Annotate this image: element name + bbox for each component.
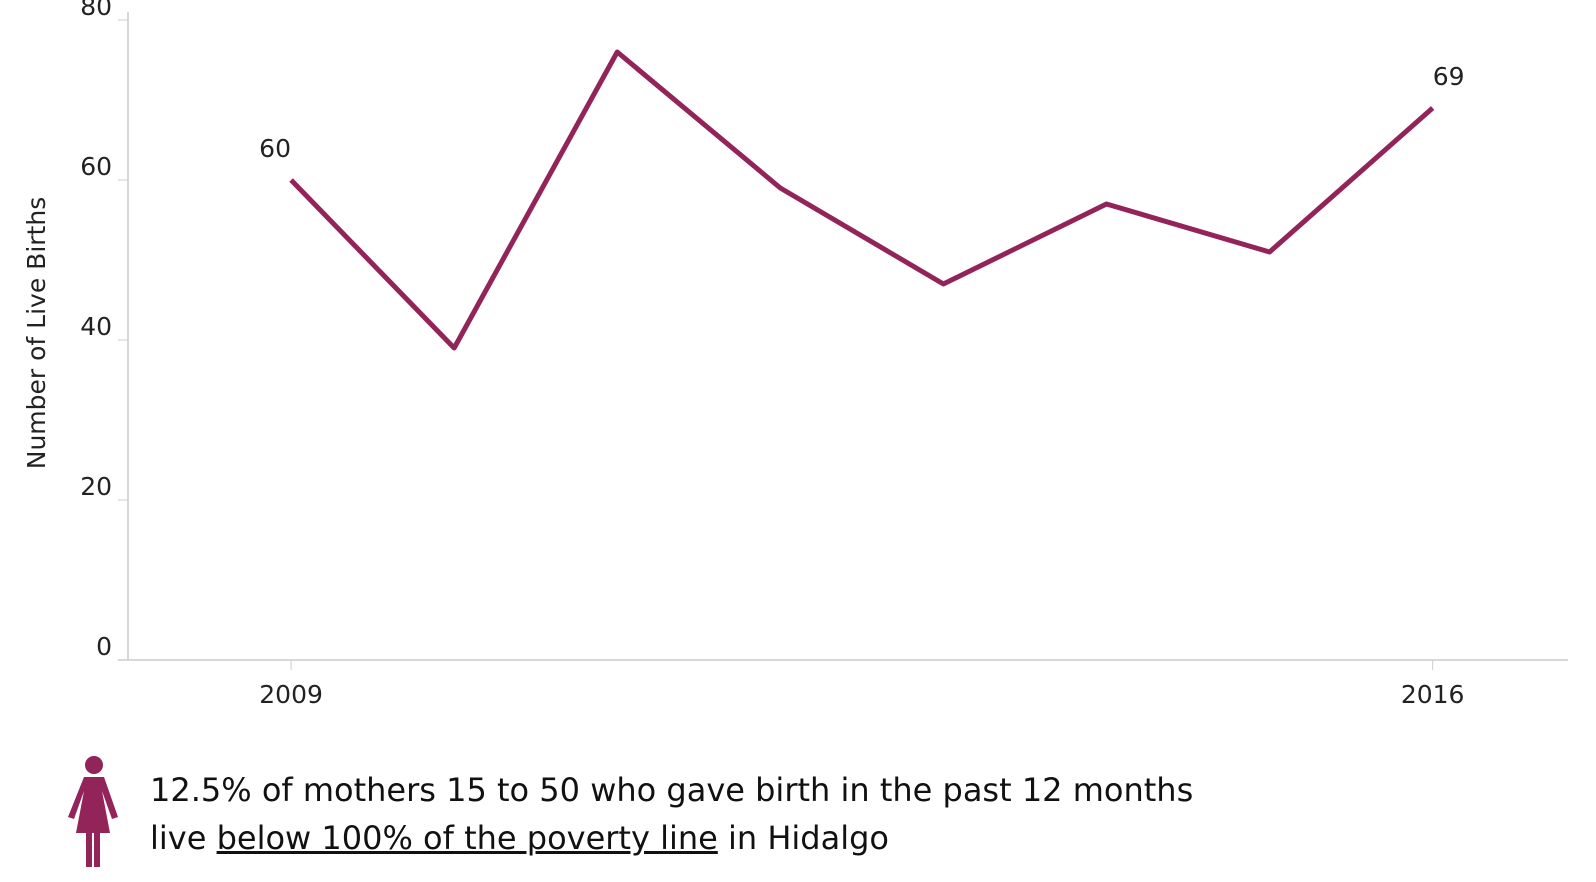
y-tick-label: 60 [80,152,112,181]
x-tick-label: 2009 [259,680,323,709]
footnote-text: in Hidalgo [728,819,889,857]
chart: Number of Live Births 0 20 40 60 80 2009 2016 6… [22,0,1568,709]
y-tick-label: 40 [80,312,112,341]
data-label: 69 [1433,62,1465,91]
y-tick-label: 20 [80,472,112,501]
woman-icon [68,756,118,867]
data-label: 60 [259,134,291,163]
line [289,49,1435,351]
footnote: 12.5% of mothers 15 to 50 who gave birth… [150,766,1193,862]
y-tick-label: 80 [80,0,112,21]
footnote-line: 12.5% of mothers 15 to 50 who gave birth… [150,771,1194,809]
y-tick-label: 0 [96,632,112,661]
footnote-line: live below 100% of the poverty line in H… [150,814,1193,862]
y-axis-label: Number of Live Births [22,197,51,469]
x-tick-label: 2016 [1401,680,1465,709]
footnote-text: live [150,819,207,857]
footnote-link: below 100% of the poverty line [216,819,718,857]
